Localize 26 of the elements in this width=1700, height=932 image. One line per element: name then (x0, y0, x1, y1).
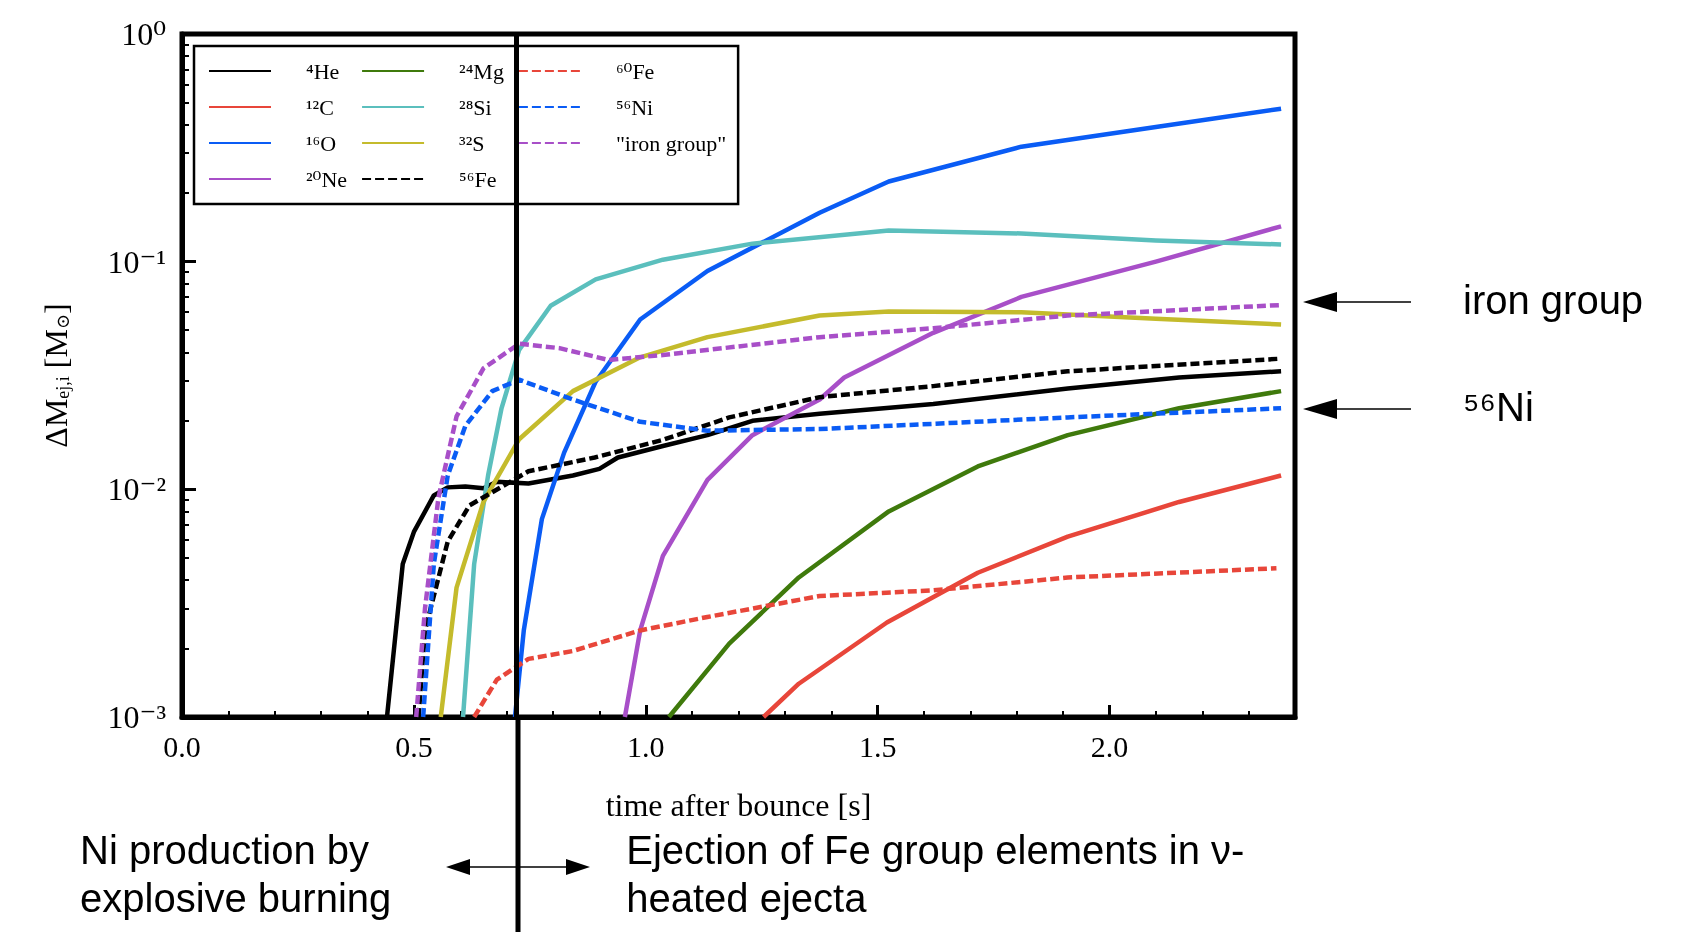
y-tick-label: 10⁰ (121, 16, 166, 52)
legend-label: ⁴He (306, 58, 340, 84)
legend-label: ⁵⁶Ni (615, 94, 654, 120)
legend-label: ²⁴Mg (459, 58, 504, 84)
legend-label: ³²S (459, 130, 485, 156)
x-tick-label: 1.5 (858, 729, 897, 763)
legend-label: ¹²C (306, 94, 334, 120)
x-axis-title: time after bounce [s] (605, 787, 872, 823)
text: iron group (1463, 278, 1644, 322)
legend-label: ²⁸Si (459, 94, 492, 120)
legend-label: ⁵⁶Fe (459, 166, 497, 192)
legend-label: ¹⁶O (306, 130, 337, 156)
x-tick-label: 0.5 (395, 729, 433, 763)
y-tick-label: 10⁻³ (107, 699, 166, 735)
text: Ni production by explosive burning (80, 828, 392, 920)
x-tick-label: 1.0 (627, 729, 665, 763)
text: ⁵⁶Ni (1463, 385, 1534, 429)
x-tick-label: 2.0 (1090, 729, 1129, 763)
legend-label: ²⁰Ne (306, 166, 348, 192)
y-tick-label: 10⁻² (107, 471, 166, 508)
x-tick-label: 0.0 (163, 729, 201, 763)
y-tick-label: 10⁻¹ (107, 243, 166, 280)
y-axis-title: ΔMej,i [M⊙] (38, 303, 74, 448)
legend-label: "iron group" (615, 130, 727, 156)
legend-label: ⁶⁰Fe (615, 58, 655, 84)
text: Ejection of Fe group elements in ν-heated ejecta (626, 828, 1245, 920)
